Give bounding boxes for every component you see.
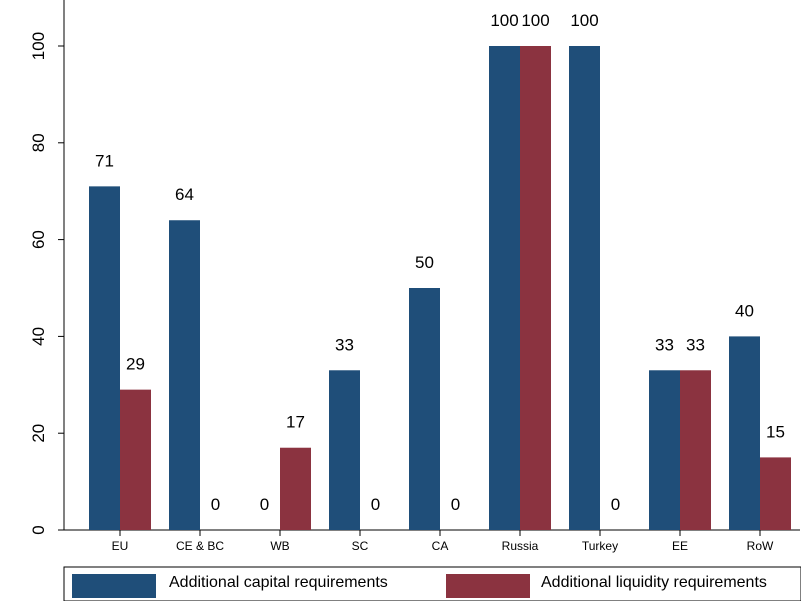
- x-tick-label: EE: [672, 539, 688, 553]
- x-tick-label: Turkey: [582, 539, 618, 553]
- data-label: 100: [570, 11, 598, 30]
- data-label: 0: [611, 495, 620, 514]
- y-tick-label: 80: [29, 133, 48, 152]
- y-tick-label: 20: [29, 424, 48, 443]
- bars-group: [89, 46, 791, 531]
- data-label: 71: [95, 151, 114, 170]
- bar-series-2: [280, 447, 311, 530]
- bar-series-2: [520, 46, 551, 530]
- bar-series-1: [649, 370, 680, 530]
- x-tick-label: CA: [432, 539, 449, 553]
- data-label: 15: [766, 422, 785, 441]
- legend-swatch-2: [446, 574, 530, 598]
- y-tick-label: 0: [29, 525, 48, 534]
- bar-series-1: [169, 220, 200, 531]
- data-label: 64: [175, 185, 194, 204]
- bar-series-2: [760, 457, 791, 530]
- data-label: 0: [211, 495, 220, 514]
- legend-box: [63, 566, 801, 602]
- x-tick-label: RoW: [747, 539, 774, 553]
- legend-label-1: Additional capital requirements: [169, 574, 388, 591]
- y-tick-label: 40: [29, 327, 48, 346]
- data-label: 0: [451, 495, 460, 514]
- x-tick-label: EU: [112, 539, 129, 553]
- data-label: 100: [490, 11, 518, 30]
- data-label: 0: [371, 495, 380, 514]
- data-label: 17: [286, 413, 305, 432]
- x-tick-label: Russia: [502, 539, 539, 553]
- y-tick-label: 60: [29, 230, 48, 249]
- y-tick-label: 100: [29, 32, 48, 60]
- legend: Additional capital requirements Additiona…: [63, 566, 801, 602]
- data-label: 50: [415, 253, 434, 272]
- data-label: 100: [521, 11, 549, 30]
- bar-series-1: [409, 288, 440, 530]
- bar-series-1: [329, 370, 360, 530]
- bar-series-1: [89, 186, 120, 531]
- x-tick-label: WB: [270, 539, 289, 553]
- bar-series-1: [489, 46, 520, 530]
- x-tick-label: SC: [352, 539, 369, 553]
- data-label: 33: [686, 335, 705, 354]
- legend-label-2: Additional liquidity requirements: [541, 574, 767, 591]
- data-label: 40: [735, 301, 754, 320]
- data-label: 33: [335, 335, 354, 354]
- legend-swatch-1: [72, 574, 156, 598]
- data-label: 0: [260, 495, 269, 514]
- x-tick-label: CE & BC: [176, 539, 224, 553]
- bar-series-2: [680, 370, 711, 530]
- bar-series-2: [120, 389, 151, 530]
- ticks-group: 0 20 40 60 80 100 EU CE & BC WB SC CA Russia Turkey E…: [29, 32, 774, 553]
- bar-series-1: [729, 336, 760, 530]
- data-label: 33: [655, 335, 674, 354]
- data-label: 29: [126, 355, 145, 374]
- bar-series-1: [569, 46, 600, 530]
